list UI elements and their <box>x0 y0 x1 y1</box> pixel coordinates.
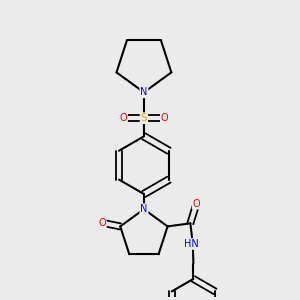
Text: S: S <box>141 113 147 123</box>
Text: O: O <box>193 199 200 208</box>
Text: N: N <box>140 87 148 97</box>
Text: O: O <box>119 113 127 123</box>
Text: O: O <box>161 113 168 123</box>
Text: N: N <box>140 204 148 214</box>
Text: HN: HN <box>184 239 199 249</box>
Text: O: O <box>98 218 106 228</box>
